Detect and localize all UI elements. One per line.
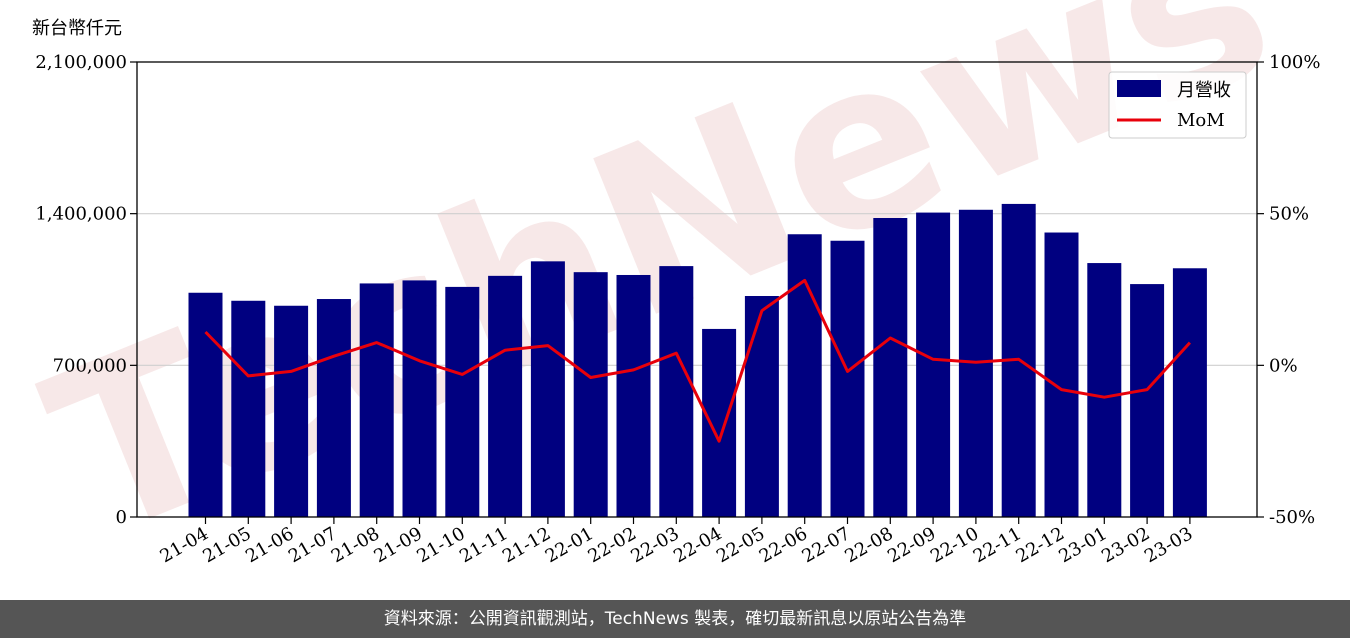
x-tick-label: 22-03 xyxy=(627,523,682,567)
x-tick-label: 23-02 xyxy=(1098,523,1153,567)
bar xyxy=(916,212,951,518)
x-tick-label: 21-10 xyxy=(413,523,468,567)
y-right-tick-label: 50% xyxy=(1269,204,1309,225)
y-axis-unit-label: 新台幣仟元 xyxy=(32,18,122,39)
plot-frame xyxy=(136,61,1258,518)
x-tick-label: 22-07 xyxy=(799,523,854,567)
legend-label-mom: MoM xyxy=(1177,110,1225,131)
x-tick-label: 22-01 xyxy=(542,523,597,567)
bar xyxy=(488,275,523,517)
bar xyxy=(1172,268,1207,517)
x-tick-label: 22-11 xyxy=(970,523,1025,567)
bar xyxy=(873,218,908,517)
bar xyxy=(316,299,351,517)
x-tick-label: 22-05 xyxy=(713,523,768,567)
y-right-tick-label: 100% xyxy=(1269,52,1320,73)
x-tick-label: 22-02 xyxy=(585,523,640,567)
bar xyxy=(402,280,437,517)
legend-label-revenue: 月營收 xyxy=(1177,80,1231,101)
x-tick-label: 22-08 xyxy=(841,523,896,567)
x-tick-label: 21-09 xyxy=(371,523,426,567)
bar xyxy=(188,292,223,517)
x-tick-label: 22-10 xyxy=(927,523,982,567)
bar xyxy=(231,300,266,517)
y-left-tick-label: 2,100,000 xyxy=(35,52,127,73)
y-left-tick-label: 0 xyxy=(116,507,127,528)
revenue-chart: TechNews 0700,0001,400,0002,100,000-50%0… xyxy=(17,0,1320,591)
y-right-tick-label: -50% xyxy=(1269,507,1315,528)
bar xyxy=(787,234,822,517)
x-tick-label: 21-12 xyxy=(499,523,554,567)
x-tick-label: 23-03 xyxy=(1141,523,1196,567)
bar xyxy=(1087,263,1122,517)
x-tick-label: 21-11 xyxy=(456,523,511,567)
x-tick-label: 21-07 xyxy=(285,523,340,567)
bar xyxy=(1130,284,1165,517)
x-tick-label: 22-04 xyxy=(670,523,725,567)
x-tick-label: 21-08 xyxy=(328,523,383,567)
bar xyxy=(359,283,394,517)
line-series xyxy=(204,278,1192,443)
bar xyxy=(830,240,865,517)
bar xyxy=(445,286,480,517)
bar xyxy=(274,305,309,517)
x-tick-label: 23-01 xyxy=(1055,523,1110,567)
x-tick-label: 22-06 xyxy=(756,523,811,567)
y-left-tick-label: 700,000 xyxy=(53,355,127,376)
bar xyxy=(616,274,651,517)
legend-swatch-bar xyxy=(1117,80,1161,97)
legend: 月營收 MoM xyxy=(1108,71,1247,139)
x-tick-label: 22-12 xyxy=(1013,523,1068,567)
bar xyxy=(744,296,779,517)
bar xyxy=(659,266,694,517)
bar-series xyxy=(188,203,1207,518)
bar xyxy=(1044,232,1079,517)
y-left-tick-label: 1,400,000 xyxy=(35,204,127,225)
bar xyxy=(530,261,565,517)
y-right-tick-label: 0% xyxy=(1269,355,1298,376)
x-tick-label: 22-09 xyxy=(884,523,939,567)
source-footer: 資料來源：公開資訊觀測站，TechNews 製表，確切最新訊息以原站公告為準 xyxy=(0,600,1350,638)
bar xyxy=(573,272,608,517)
mom-line xyxy=(204,278,1192,443)
bar xyxy=(702,328,737,517)
